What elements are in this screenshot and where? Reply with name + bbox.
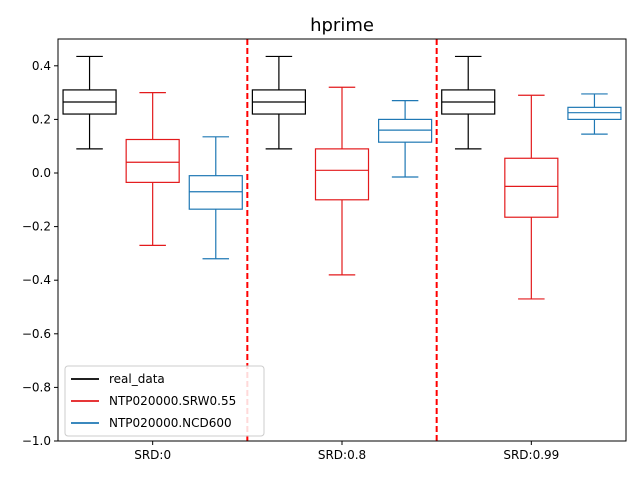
y-tick-label: 0.0	[32, 166, 51, 180]
iqr-box	[504, 157, 559, 218]
y-tick-label: −0.8	[22, 380, 51, 394]
legend-label: NTP020000.SRW0.55	[109, 394, 236, 408]
box-1-2	[251, 55, 306, 150]
box-3-2	[378, 100, 433, 178]
iqr-box	[378, 118, 433, 143]
iqr-box	[314, 148, 370, 201]
y-tick-label: −0.4	[22, 273, 51, 287]
iqr-box	[567, 106, 622, 120]
y-tick-label: −0.6	[22, 327, 51, 341]
y-tick-label: 0.2	[32, 112, 51, 126]
x-tick-label: SRD:0.99	[503, 448, 559, 462]
axes: 0.4 0.2 0.0 −0.2 −0.4 −0.6 −0.8 −1.0 SRD:0 SRD:0.…	[22, 38, 627, 462]
legend-box	[64, 365, 265, 437]
box-2-1	[125, 91, 180, 246]
x-tick-label: SRD:0.8	[318, 448, 366, 462]
plot-area	[62, 39, 622, 441]
x-tick-label: SRD:0	[134, 448, 171, 462]
iqr-box	[188, 175, 243, 210]
box-1-1	[62, 55, 117, 150]
legend: real_data NTP020000.SRW0.55 NTP020000.NCD6…	[64, 365, 265, 437]
box-2-3	[504, 94, 559, 300]
legend-label: NTP020000.NCD600	[109, 416, 232, 430]
legend-label: real_data	[109, 372, 165, 386]
y-tick-label: −0.2	[22, 220, 51, 234]
box-3-3	[567, 93, 622, 135]
box-1-3	[441, 55, 496, 150]
iqr-box	[125, 138, 180, 183]
box-2-2	[314, 86, 370, 276]
chart-title: hprime	[310, 15, 374, 36]
y-tick-label: −1.0	[22, 434, 51, 448]
y-tick-label: 0.4	[32, 59, 51, 73]
box-3-1	[188, 136, 243, 260]
